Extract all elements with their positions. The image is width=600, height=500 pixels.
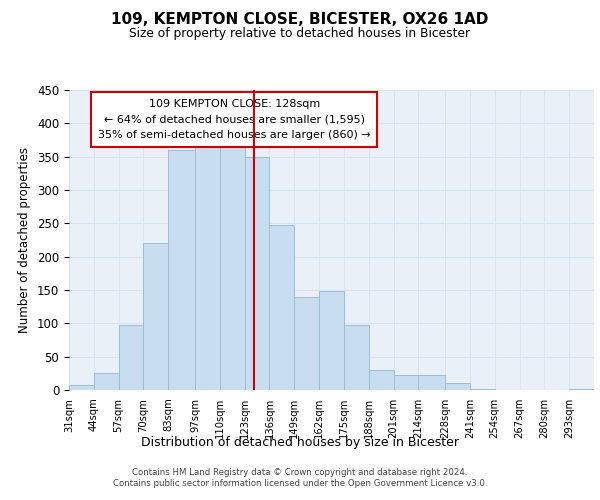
Bar [220, 146, 245, 390]
Bar [143, 244, 168, 390]
Text: Contains HM Land Registry data © Crown copyright and database right 2024.: Contains HM Land Registry data © Crown c… [132, 468, 468, 477]
Bar [445, 384, 470, 390]
Bar [344, 326, 369, 390]
Text: Distribution of detached houses by size in Bicester: Distribution of detached houses by size … [141, 436, 459, 449]
Bar [369, 370, 394, 390]
Bar [168, 150, 195, 390]
Bar [394, 374, 418, 390]
Bar [269, 224, 294, 390]
Bar [94, 374, 119, 390]
Bar [569, 388, 594, 390]
Text: 109, KEMPTON CLOSE, BICESTER, OX26 1AD: 109, KEMPTON CLOSE, BICESTER, OX26 1AD [112, 12, 488, 28]
Bar [470, 388, 495, 390]
Bar [69, 384, 94, 390]
Bar [294, 296, 319, 390]
Bar [195, 146, 220, 390]
Text: Contains public sector information licensed under the Open Government Licence v3: Contains public sector information licen… [113, 479, 487, 488]
Text: Size of property relative to detached houses in Bicester: Size of property relative to detached ho… [130, 28, 470, 40]
Text: 109 KEMPTON CLOSE: 128sqm
← 64% of detached houses are smaller (1,595)
35% of se: 109 KEMPTON CLOSE: 128sqm ← 64% of detac… [98, 99, 371, 140]
Bar [245, 156, 269, 390]
Bar [418, 374, 445, 390]
Y-axis label: Number of detached properties: Number of detached properties [19, 147, 31, 333]
Bar [119, 324, 143, 390]
Bar [319, 292, 344, 390]
